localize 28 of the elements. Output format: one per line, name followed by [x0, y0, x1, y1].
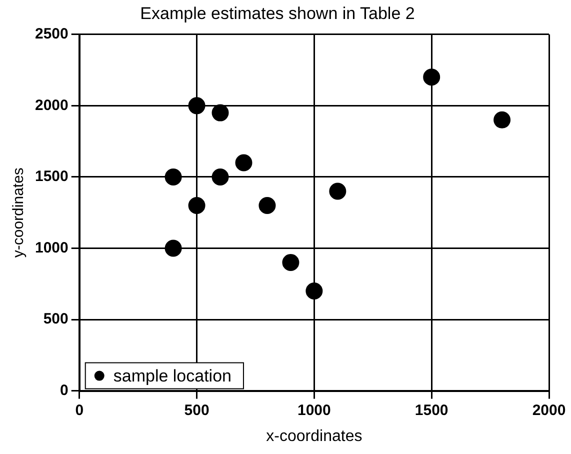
- x-tick-label: 0: [75, 402, 84, 419]
- point: [423, 68, 440, 86]
- legend-label: sample location: [113, 366, 232, 386]
- y-axis-title: y-coordinates: [10, 168, 28, 258]
- x-tick-label: 2000: [532, 402, 566, 419]
- y-tick-label: 1500: [34, 168, 68, 186]
- point: [282, 254, 300, 271]
- x-axis-title: x-coordinates: [266, 428, 362, 445]
- point: [306, 282, 323, 300]
- y-tick-label: 1000: [34, 239, 68, 256]
- point: [258, 196, 276, 214]
- point: [212, 168, 229, 186]
- x-tick-label: 1500: [414, 402, 448, 419]
- x-tick-label: 500: [184, 402, 210, 419]
- y-tick-label: 2000: [34, 96, 68, 114]
- point: [494, 111, 511, 128]
- point: [329, 182, 346, 200]
- point: [164, 240, 182, 257]
- point: [235, 154, 252, 172]
- y-tick-label: 2500: [34, 26, 68, 43]
- y-tick-label: 500: [43, 310, 68, 328]
- point: [188, 97, 206, 114]
- x-tick-label: 1000: [297, 402, 331, 419]
- chart-title: Example estimates shown in Table 2: [140, 4, 415, 23]
- point: [164, 168, 182, 186]
- point: [212, 104, 229, 122]
- point: [188, 196, 206, 214]
- y-tick-label: 0: [60, 382, 68, 399]
